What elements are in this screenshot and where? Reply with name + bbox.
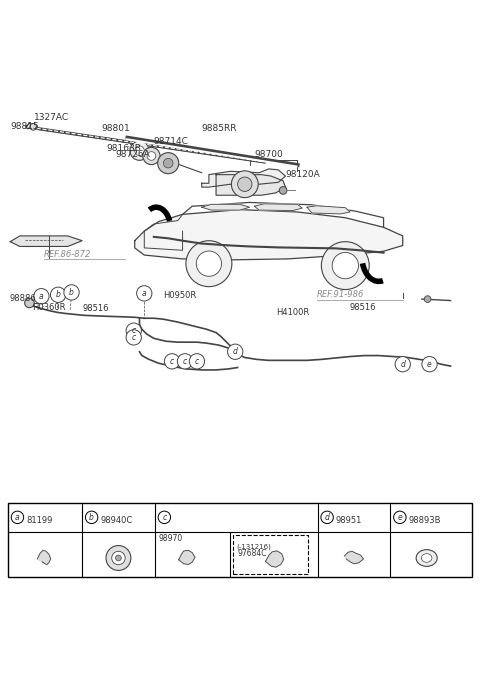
Polygon shape: [202, 169, 286, 187]
Text: d: d: [324, 513, 330, 522]
Circle shape: [228, 344, 243, 359]
Text: 98801: 98801: [101, 124, 130, 133]
FancyBboxPatch shape: [8, 502, 472, 576]
Circle shape: [395, 356, 410, 372]
Ellipse shape: [416, 549, 437, 566]
Text: e: e: [397, 513, 402, 522]
Polygon shape: [216, 174, 286, 195]
Text: 98726A: 98726A: [116, 150, 150, 159]
Circle shape: [137, 286, 152, 301]
Circle shape: [238, 177, 252, 192]
Text: 97684C: 97684C: [237, 549, 267, 558]
Text: 98163B: 98163B: [106, 144, 141, 153]
Circle shape: [135, 146, 144, 156]
Circle shape: [332, 253, 359, 279]
Circle shape: [424, 295, 431, 302]
Circle shape: [147, 152, 156, 161]
FancyBboxPatch shape: [232, 535, 308, 574]
Text: REF.91-986: REF.91-986: [317, 290, 364, 299]
Text: 98815: 98815: [10, 122, 39, 131]
Circle shape: [394, 511, 406, 524]
Circle shape: [422, 356, 437, 372]
Text: d: d: [400, 360, 405, 369]
Text: c: c: [183, 357, 187, 366]
Text: a: a: [15, 513, 20, 522]
Text: 98120A: 98120A: [286, 170, 320, 179]
Polygon shape: [254, 204, 302, 210]
Circle shape: [112, 552, 125, 565]
Polygon shape: [307, 206, 350, 214]
Text: b: b: [69, 288, 74, 297]
Circle shape: [126, 323, 142, 338]
Circle shape: [85, 511, 98, 524]
Circle shape: [24, 298, 34, 308]
Text: 9885RR: 9885RR: [202, 124, 237, 133]
Text: 98516: 98516: [349, 302, 376, 311]
Circle shape: [30, 123, 36, 130]
Circle shape: [130, 141, 149, 161]
Circle shape: [50, 287, 66, 302]
Circle shape: [321, 511, 333, 524]
Text: c: c: [132, 326, 136, 335]
Circle shape: [186, 241, 232, 286]
Polygon shape: [37, 550, 51, 565]
Text: 1327AC: 1327AC: [34, 113, 69, 122]
Text: H0360R: H0360R: [32, 302, 65, 311]
Text: c: c: [132, 333, 136, 342]
Circle shape: [163, 158, 173, 168]
Text: d: d: [233, 347, 238, 356]
Text: 98516: 98516: [82, 304, 108, 313]
Text: 98886: 98886: [9, 294, 36, 303]
Text: 98714C: 98714C: [154, 137, 189, 146]
Text: c: c: [170, 357, 174, 366]
Text: c: c: [162, 513, 167, 522]
Polygon shape: [202, 204, 250, 210]
Text: 98893B: 98893B: [408, 516, 441, 525]
Text: 98940C: 98940C: [100, 516, 132, 525]
Circle shape: [196, 251, 222, 276]
Text: a: a: [142, 289, 146, 298]
Polygon shape: [265, 551, 284, 567]
Text: 98970: 98970: [158, 534, 183, 543]
Circle shape: [106, 545, 131, 570]
Circle shape: [164, 354, 180, 369]
Circle shape: [116, 555, 121, 561]
Text: 98951: 98951: [336, 516, 362, 525]
Text: 98700: 98700: [254, 150, 283, 159]
Circle shape: [158, 511, 170, 524]
Text: (-131216): (-131216): [236, 543, 271, 549]
Circle shape: [11, 511, 24, 524]
Polygon shape: [135, 210, 403, 260]
Text: H4100R: H4100R: [276, 308, 309, 318]
Text: 81199: 81199: [26, 516, 52, 525]
Circle shape: [322, 242, 369, 289]
Circle shape: [34, 289, 49, 304]
Text: c: c: [195, 357, 199, 366]
Circle shape: [231, 171, 258, 198]
Circle shape: [126, 329, 142, 345]
Circle shape: [64, 284, 79, 300]
Text: H0950R: H0950R: [163, 291, 197, 300]
Polygon shape: [344, 552, 363, 564]
Circle shape: [143, 147, 160, 165]
Circle shape: [157, 153, 179, 174]
Text: b: b: [89, 513, 94, 522]
Circle shape: [189, 354, 204, 369]
Text: a: a: [39, 292, 44, 301]
Text: b: b: [56, 290, 60, 299]
Polygon shape: [179, 550, 195, 565]
Circle shape: [177, 354, 192, 369]
Ellipse shape: [421, 554, 432, 563]
Circle shape: [279, 187, 287, 194]
Text: REF.86-872: REF.86-872: [44, 250, 91, 259]
Text: e: e: [427, 360, 432, 369]
Polygon shape: [10, 236, 82, 246]
